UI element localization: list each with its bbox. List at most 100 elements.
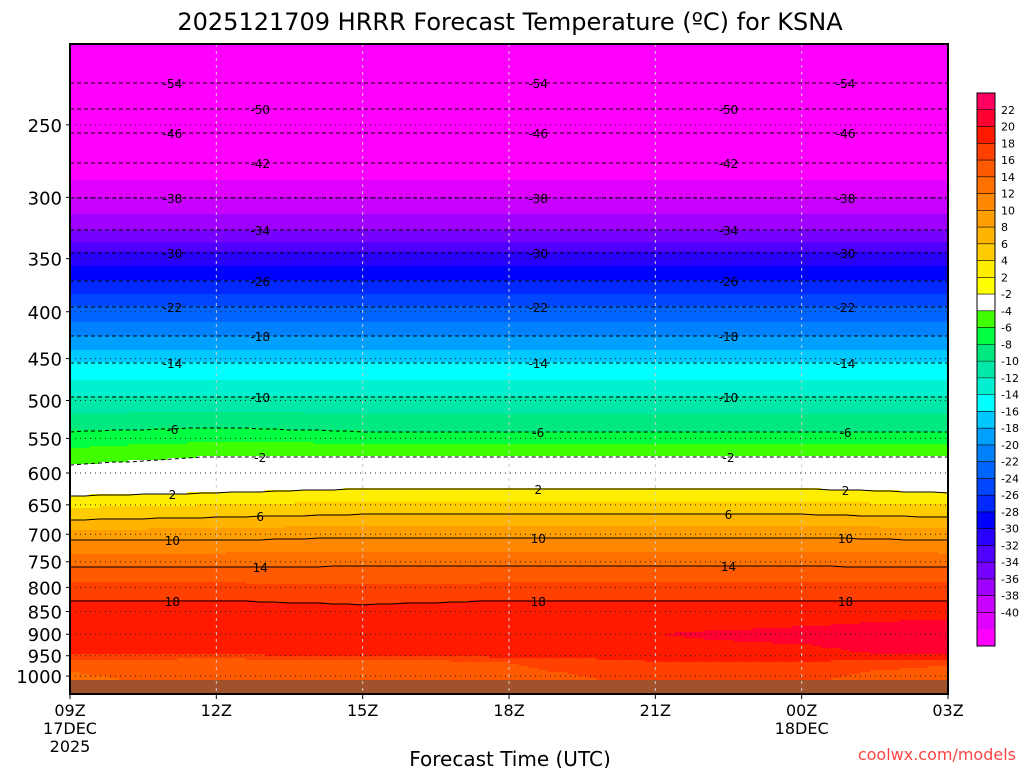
heatmap-cell [138,540,149,555]
heatmap-cell [567,396,578,415]
heatmap-cell [518,380,530,397]
heatmap-cell [879,600,891,623]
heatmap-cell [177,380,188,397]
heatmap-cell [791,362,803,381]
heatmap-cell [791,322,803,337]
heatmap-cell [587,566,598,583]
heatmap-cell [99,494,110,507]
contour-label: -18 [719,330,739,344]
heatmap-cell [382,526,393,539]
heatmap-cell [109,530,120,541]
heatmap-cell [372,502,383,515]
heatmap-cell [928,242,939,253]
heatmap-cell [801,414,813,433]
heatmap-cell [479,662,491,681]
heatmap-cell [372,350,383,363]
heatmap-cell [372,180,383,199]
heatmap-cell [70,430,81,449]
heatmap-cell [294,584,305,603]
heatmap-cell [645,242,656,253]
heatmap-cell [274,380,286,397]
heatmap-cell [489,350,500,363]
heatmap-cell [479,280,491,295]
heatmap-cell [801,680,813,694]
heatmap-cell [235,492,247,505]
heatmap-cell [70,508,81,521]
heatmap-cell [850,242,861,253]
heatmap-cell [860,242,871,253]
heatmap-cell [499,552,510,567]
heatmap-cell [733,432,744,445]
heatmap-cell [899,620,910,655]
heatmap-cell [743,662,754,681]
heatmap-cell [626,252,637,267]
heatmap-cell [684,396,695,415]
heatmap-cell [713,44,725,181]
heatmap-cell [557,502,569,515]
heatmap-cell [635,552,647,567]
heatmap-cell [899,350,910,363]
heatmap-cell [148,566,159,583]
heatmap-cell [469,444,481,457]
heatmap-cell [430,414,442,433]
heatmap-cell [567,658,578,675]
heatmap-cell [382,538,393,553]
heatmap-cell [840,660,852,677]
heatmap-cell [518,680,530,694]
colorbar-swatch [977,377,995,396]
heatmap-cell [772,432,783,445]
heatmap-cell [333,430,344,445]
heatmap-cell [772,600,783,629]
heatmap-cell [713,456,725,489]
heatmap-cell [694,280,705,295]
heatmap-cell [509,658,520,665]
heatmap-cell [460,180,471,199]
heatmap-cell [187,362,198,381]
heatmap-cell [226,198,237,215]
heatmap-cell [899,280,910,295]
heatmap-cell [899,252,910,267]
heatmap-cell [899,322,910,337]
heatmap-cell [216,362,227,381]
heatmap-cell [284,198,295,215]
heatmap-cell [743,280,754,295]
heatmap-cell [655,294,666,307]
heatmap-cell [587,538,598,553]
heatmap-cell [577,444,588,457]
heatmap-cell [518,444,530,457]
heatmap-cell [469,662,481,681]
heatmap-cell [148,380,159,397]
heatmap-cell [616,514,627,527]
heatmap-cell [109,198,120,215]
heatmap-cell [118,322,130,337]
heatmap-cell [840,214,852,231]
heatmap-cell [557,44,569,181]
heatmap-cell [548,214,559,231]
heatmap-cell [772,242,783,253]
heatmap-cell [509,214,520,231]
heatmap-cell [167,458,178,495]
heatmap-cell [752,280,764,295]
heatmap-cell [908,414,920,433]
heatmap-cell [704,630,715,641]
heatmap-cell [704,662,715,681]
heatmap-cell [733,44,744,181]
heatmap-cell [587,658,598,679]
heatmap-cell [791,444,803,457]
heatmap-cell [704,640,715,663]
heatmap-cell [167,230,178,243]
heatmap-cell [177,230,188,243]
heatmap-cell [382,252,393,267]
heatmap-cell [118,306,130,323]
heatmap-cell [567,488,578,503]
heatmap-cell [801,362,813,381]
heatmap-cell [382,214,393,231]
heatmap-cell [167,294,178,307]
heatmap-cell [294,516,305,527]
heatmap-cell [313,538,325,553]
heatmap-cell [645,294,656,307]
heatmap-cell [352,414,364,431]
heatmap-cell [177,654,188,659]
heatmap-cell [304,514,315,527]
heatmap-cell [938,444,949,457]
